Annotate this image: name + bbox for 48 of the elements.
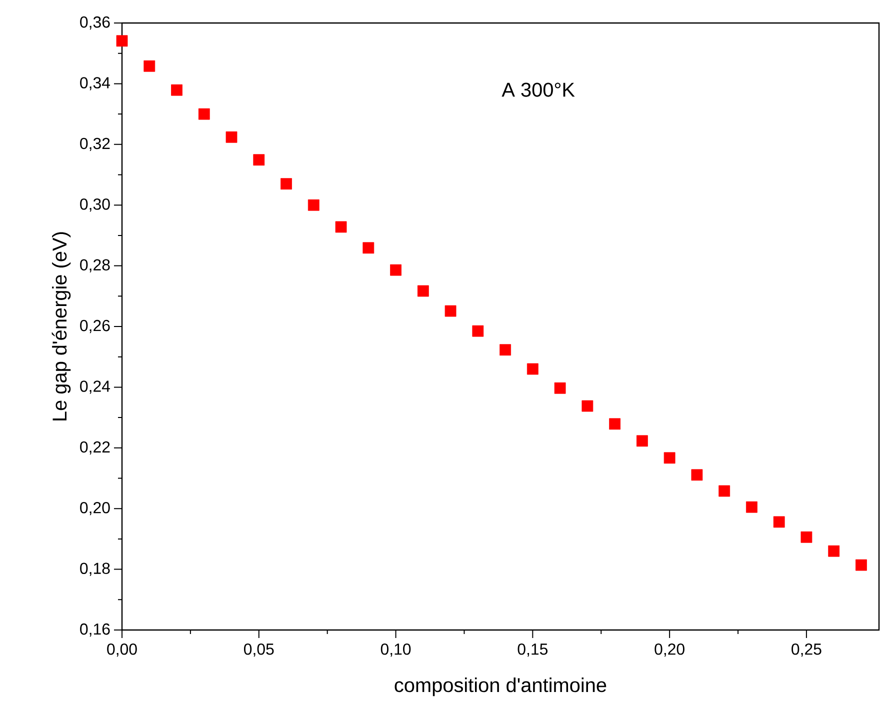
y-tick-label: 0,34 [80,77,110,90]
point [362,242,374,254]
y-tick-label: 0,20 [80,502,110,516]
point [500,344,511,356]
point [308,199,320,211]
point [609,418,621,430]
point [390,264,402,276]
x-tick-label: 0,25 [792,644,822,657]
y-tick-label: 0,24 [80,380,110,394]
x-tick-label: 0,20 [654,644,684,657]
point [856,559,867,571]
point [718,485,730,497]
point [828,545,840,557]
point [664,452,676,464]
point [116,35,128,47]
point [417,285,429,297]
y-tick-label: 0,30 [80,198,110,212]
point [773,516,785,528]
point [636,435,648,447]
point [554,382,566,394]
point [472,325,484,337]
y-tick-label: 0,36 [80,16,110,30]
y-tick-label: 0,16 [80,623,110,637]
point [171,84,182,96]
point [444,305,456,317]
y-tick-label: 0,26 [80,320,110,334]
point [582,400,594,412]
point [144,60,156,72]
point [280,178,292,190]
annotation: A 300°K [502,82,575,97]
point [800,531,812,543]
x-tick-label: 0,05 [244,644,274,657]
point [526,363,538,375]
y-tick-label: 0,18 [80,562,110,576]
point [226,131,238,143]
y-tick-label: 0,32 [80,138,110,151]
point [691,469,703,481]
x-axis-title: composition d'antimoine [394,678,606,696]
point [746,501,758,513]
point [198,108,210,120]
x-tick-label: 0,10 [380,644,411,657]
y-tick-label: 0,28 [80,259,110,272]
point [335,221,347,233]
y-tick-label: 0,22 [80,441,110,454]
x-tick-label: 0,15 [518,644,548,657]
point [253,154,265,166]
x-tick-label: 0,00 [107,644,137,657]
y-axis-title: Le gap d'énergie (eV) [52,232,71,420]
